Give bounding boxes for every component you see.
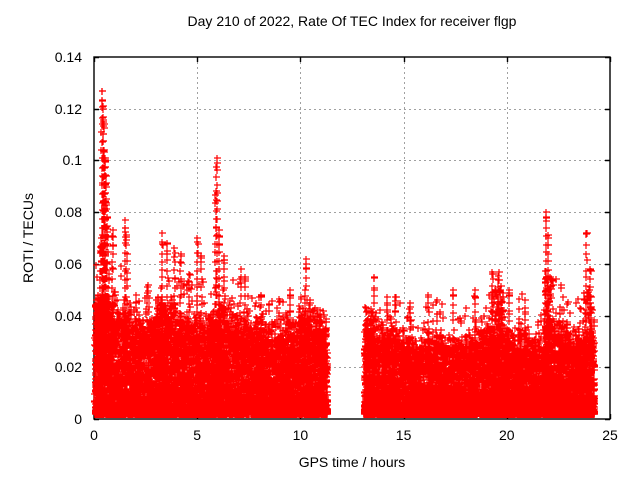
y-tick-label: 0.12: [54, 100, 82, 117]
x-tick-label: 10: [292, 427, 309, 443]
y-tick-label: 0.1: [62, 152, 82, 169]
y-tick-label: 0: [74, 411, 82, 427]
x-tick-label: 0: [90, 427, 98, 443]
y-tick-label: 0.06: [54, 255, 82, 272]
x-tick-label: 25: [602, 427, 618, 443]
y-tick-label: 0.02: [54, 359, 82, 376]
chart-title: Day 210 of 2022, Rate Of TEC Index for r…: [187, 13, 517, 29]
y-tick-label: 0.04: [54, 307, 82, 324]
x-tick-label: 20: [499, 427, 515, 443]
y-tick-label: 0.08: [54, 204, 82, 221]
y-tick-label: 0.14: [54, 49, 82, 65]
x-tick-label: 15: [395, 427, 412, 443]
x-tick-label: 5: [193, 427, 202, 443]
x-axis-label: GPS time / hours: [298, 454, 406, 470]
